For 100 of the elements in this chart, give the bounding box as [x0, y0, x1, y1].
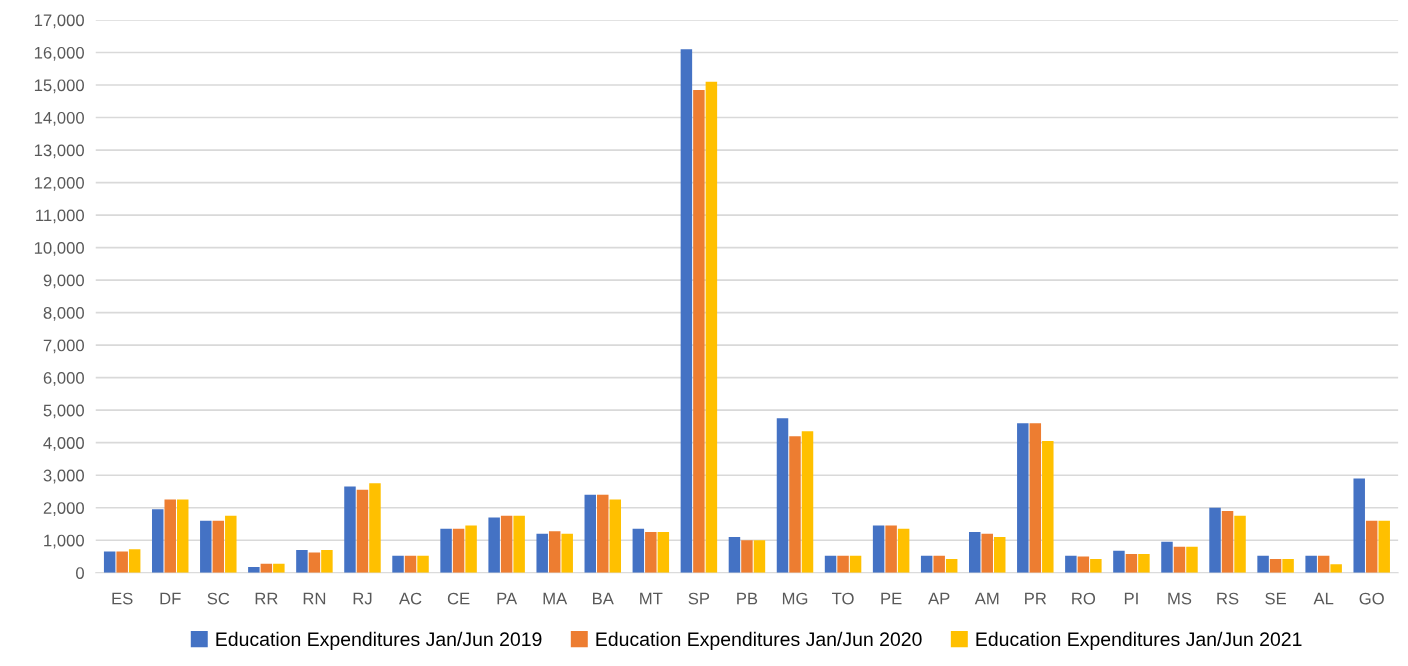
bar — [1029, 423, 1042, 573]
legend-label: Education Expenditures Jan/Jun 2020 — [596, 631, 922, 650]
x-tick-label: PA — [497, 592, 518, 605]
x-tick-label: CE — [447, 592, 470, 605]
bar — [225, 515, 237, 573]
bar — [103, 551, 116, 573]
bar — [200, 520, 212, 573]
x-tick-label: BA — [593, 592, 614, 605]
bar — [1378, 520, 1390, 573]
x-tick-label: MS — [1168, 592, 1192, 605]
bar — [536, 533, 548, 573]
bar — [1221, 510, 1234, 573]
bar — [897, 528, 910, 573]
bar — [116, 551, 128, 573]
bar — [164, 499, 176, 573]
bar — [693, 89, 705, 573]
bar — [1125, 553, 1138, 573]
x-tick-label: RJ — [353, 592, 372, 605]
x-tick-label: RN — [303, 592, 326, 605]
x-tick-label: AP — [928, 592, 950, 605]
bar — [753, 540, 766, 573]
bar — [561, 533, 573, 573]
bar — [597, 494, 609, 573]
bar — [1353, 478, 1365, 573]
y-tick-label: 3,000 — [43, 469, 84, 484]
y-tick-label: 7,000 — [43, 339, 84, 354]
y-tick-label: 16,000 — [34, 46, 84, 61]
bar — [548, 531, 561, 573]
bar — [1065, 555, 1077, 573]
y-tick-label: 5,000 — [43, 404, 84, 419]
bar — [849, 555, 862, 573]
bar — [1234, 515, 1246, 573]
bar — [392, 555, 404, 573]
bar — [981, 533, 993, 573]
y-tick-label: 17,000 — [34, 14, 84, 29]
bar — [824, 555, 837, 573]
x-tick-label: PE — [881, 592, 902, 605]
x-tick-label: MG — [782, 592, 808, 605]
y-tick-label: 8,000 — [43, 307, 84, 321]
bar — [151, 509, 164, 573]
bar — [296, 550, 308, 573]
x-tick-label: DF — [160, 592, 181, 605]
bar — [500, 515, 513, 573]
bar — [801, 431, 814, 573]
bar — [1209, 507, 1221, 573]
bar — [945, 559, 958, 573]
legend-label: Education Expenditures Jan/Jun 2021 — [976, 631, 1302, 650]
bar — [1138, 553, 1150, 573]
x-tick-label: AL — [1313, 592, 1334, 605]
bar — [837, 555, 849, 573]
y-tick-label: 0 — [76, 567, 84, 579]
bar — [1173, 546, 1186, 573]
bar — [657, 532, 670, 573]
bar — [993, 536, 1006, 573]
y-tick-label: 2,000 — [43, 502, 84, 516]
x-tick-label: MT — [640, 592, 663, 605]
y-tick-label: 4,000 — [43, 437, 84, 451]
x-tick-label: RO — [1072, 592, 1096, 605]
x-tick-label: RS — [1217, 592, 1239, 605]
bar — [440, 528, 452, 573]
bar — [1269, 559, 1282, 573]
bar — [452, 528, 465, 573]
bar — [273, 563, 285, 573]
y-tick-label: 15,000 — [34, 79, 84, 94]
x-tick-label: TO — [832, 592, 854, 605]
bar — [933, 555, 945, 573]
bar — [321, 550, 333, 573]
bar — [1113, 550, 1125, 573]
y-tick-label: 12,000 — [34, 176, 84, 191]
bar — [465, 525, 477, 573]
bar — [789, 436, 801, 573]
bar — [705, 81, 718, 573]
x-tick-label: AM — [974, 592, 999, 605]
bar — [513, 515, 525, 573]
y-tick-label: 14,000 — [34, 111, 84, 126]
bar — [728, 536, 741, 573]
x-tick-label: PR — [1025, 592, 1047, 605]
x-tick-label: PI — [1124, 592, 1138, 605]
x-tick-label: PB — [737, 592, 758, 605]
bar — [1042, 441, 1054, 573]
bar — [1365, 520, 1378, 573]
bar — [488, 517, 500, 573]
x-tick-label: RR — [255, 592, 278, 605]
x-tick-label: AC — [398, 592, 422, 605]
x-tick-label: ES — [112, 592, 133, 605]
bar — [1305, 555, 1317, 573]
x-tick-label: MA — [543, 592, 568, 605]
y-tick-label: 6,000 — [43, 372, 84, 386]
bar — [584, 494, 597, 573]
bar — [128, 549, 141, 573]
bar — [417, 555, 429, 573]
bar — [1017, 423, 1029, 573]
bar — [344, 486, 356, 573]
bar — [248, 566, 260, 573]
bar — [1186, 546, 1198, 573]
bar — [920, 555, 933, 573]
bar — [404, 555, 417, 573]
bar — [632, 528, 645, 573]
y-tick-label: 1,000 — [44, 534, 84, 549]
bar — [356, 489, 369, 573]
